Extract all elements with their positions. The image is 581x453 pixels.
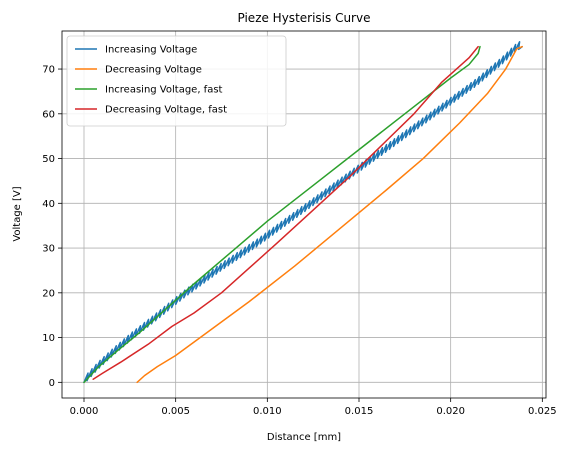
- x-tick-label: 0.005: [161, 406, 190, 417]
- x-axis-label: Distance [mm]: [267, 432, 341, 443]
- legend-label: Increasing Voltage: [105, 45, 197, 56]
- grid: [62, 31, 546, 398]
- legend-label: Increasing Voltage, fast: [105, 85, 223, 96]
- y-axis-label: Voltage [V]: [12, 186, 23, 241]
- x-tick-label: 0.020: [436, 406, 465, 417]
- y-tick-label: 60: [42, 109, 55, 120]
- legend: Increasing Voltage Decreasing Voltage Incr…: [66, 35, 287, 127]
- y-tick-label: 10: [42, 333, 55, 344]
- y-tick-label: 0: [49, 378, 55, 389]
- y-tick-label: 50: [42, 154, 55, 165]
- y-tick-label: 20: [42, 288, 55, 299]
- y-tick-label: 30: [42, 244, 55, 255]
- y-tick-label: 40: [42, 199, 55, 210]
- x-tick-label: 0.010: [253, 406, 282, 417]
- series-line-1: [83, 40, 523, 384]
- y-tick-label: 70: [42, 65, 55, 76]
- legend-label: Decreasing Voltage, fast: [105, 105, 227, 116]
- x-tick-label: 0.000: [70, 406, 99, 417]
- legend-box: [66, 35, 287, 127]
- series-line-4: [92, 45, 479, 380]
- series-group: [83, 40, 523, 384]
- x-axis: 0.000 0.005 0.010 0.015 0.020 0.025: [70, 398, 557, 417]
- legend-label: Decreasing Voltage: [105, 65, 202, 76]
- series-line-2: [136, 45, 523, 384]
- x-tick-label: 0.015: [345, 406, 374, 417]
- plot-frame: [61, 30, 547, 399]
- x-tick-label: 0.025: [528, 406, 557, 417]
- chart-title: Pieze Hysterisis Curve: [238, 11, 371, 25]
- series-line-3: [83, 45, 481, 384]
- y-axis: 0 10 20 30 40 50 60 70: [42, 65, 62, 389]
